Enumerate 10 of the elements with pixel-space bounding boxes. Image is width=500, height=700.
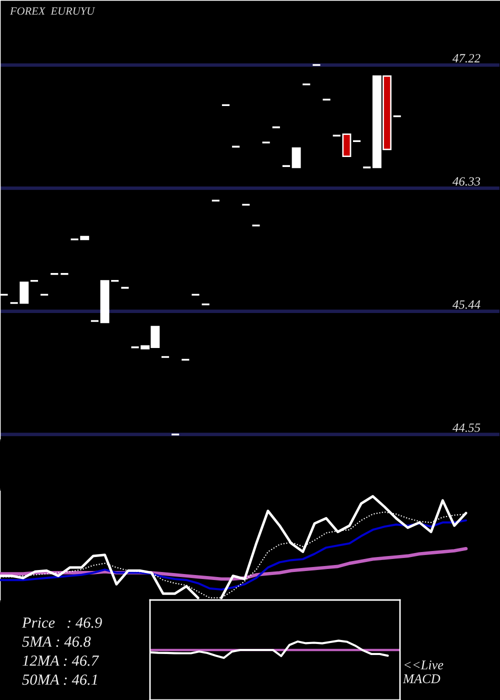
text: 5MA : 46.8 xyxy=(22,636,91,647)
y-tick-label: 44.55 xyxy=(452,424,480,432)
y-tick-label: 47.22 xyxy=(452,54,480,63)
text: <<Live MACD xyxy=(402,660,444,684)
text: Price : 46.9 xyxy=(22,618,102,628)
y-tick-label: 46.33 xyxy=(452,177,480,186)
chart-title: FOREX EURUYU xyxy=(10,7,96,15)
text: 12MA : 46.7 xyxy=(22,656,100,666)
text: 50MA : 46.1 xyxy=(22,674,97,685)
y-tick-label: 45.44 xyxy=(452,300,480,309)
